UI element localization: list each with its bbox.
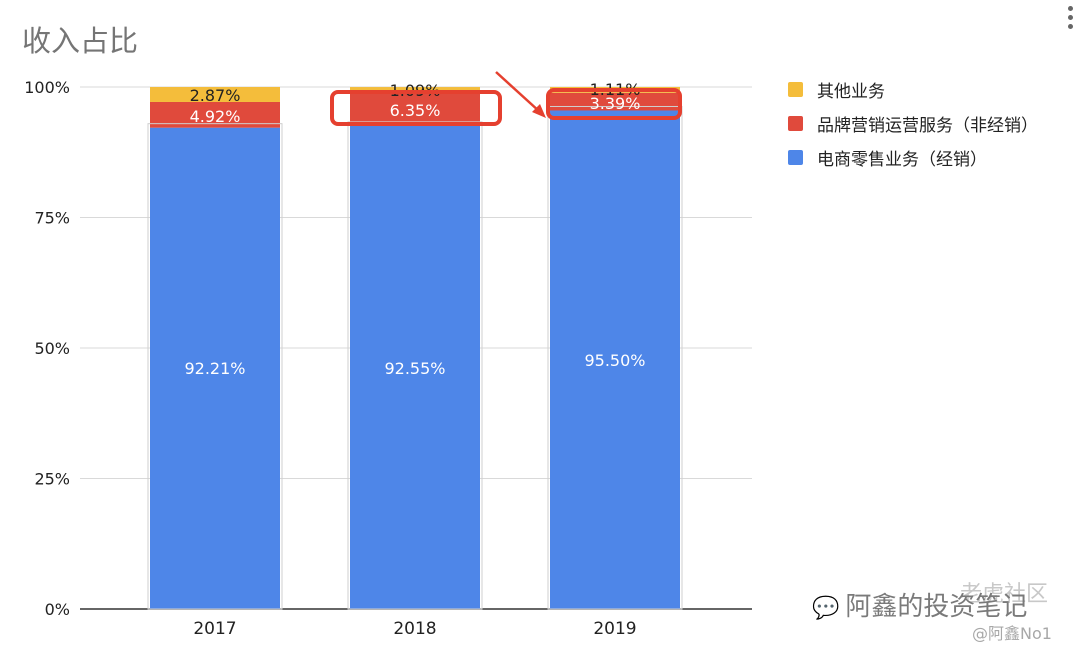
wechat-icon: 💬 bbox=[812, 596, 840, 621]
data-label: 92.21% bbox=[184, 359, 245, 378]
annotation-arrowhead bbox=[532, 104, 546, 118]
watermark: 💬 阿鑫的投资笔记 bbox=[812, 586, 1027, 623]
bar-segment bbox=[350, 92, 480, 126]
legend-item-other[interactable]: 其他业务 bbox=[788, 72, 1038, 106]
data-label: 4.92% bbox=[190, 107, 241, 126]
x-tick-label: 2019 bbox=[593, 619, 636, 639]
data-label: 2.87% bbox=[190, 86, 241, 105]
legend: 其他业务 品牌营销运营服务（非经销） 电商零售业务（经销） bbox=[788, 72, 1038, 174]
bar-segment bbox=[350, 125, 480, 609]
bar-outline bbox=[147, 123, 283, 610]
legend-label-brand-service: 品牌营销运营服务（非经销） bbox=[817, 115, 1038, 136]
data-label: 95.50% bbox=[584, 351, 645, 370]
y-tick-label: 100% bbox=[24, 78, 70, 97]
bar-outline bbox=[547, 105, 683, 610]
legend-swatch-brand-service bbox=[788, 115, 803, 131]
x-tick-label: 2017 bbox=[193, 619, 236, 639]
annotation-arrow bbox=[495, 71, 541, 113]
data-label: 6.35% bbox=[390, 101, 441, 120]
data-label: 92.55% bbox=[384, 359, 445, 378]
legend-label-ecommerce: 电商零售业务（经销） bbox=[817, 149, 987, 170]
data-label: 3.39% bbox=[590, 94, 641, 113]
legend-swatch-ecommerce bbox=[788, 149, 803, 165]
annotation-box-2018 bbox=[330, 90, 502, 126]
watermark-community: 老虎社区 bbox=[960, 582, 1049, 607]
more-options-icon[interactable] bbox=[1068, 6, 1074, 33]
watermark-handle: @阿鑫No1 bbox=[972, 624, 1052, 643]
x-tick-label: 2018 bbox=[393, 619, 436, 639]
y-tick-label: 0% bbox=[45, 600, 70, 619]
legend-label-other: 其他业务 bbox=[817, 81, 885, 102]
bar-segment bbox=[150, 87, 280, 102]
y-tick-label: 75% bbox=[34, 209, 70, 228]
bar-segment bbox=[350, 87, 480, 93]
chart-title: 收入占比 bbox=[22, 24, 139, 58]
legend-item-ecommerce[interactable]: 电商零售业务（经销） bbox=[788, 140, 1038, 174]
bar-outline bbox=[347, 121, 483, 610]
bar-segment bbox=[150, 127, 280, 609]
bar-segment bbox=[550, 110, 680, 610]
legend-item-brand-service[interactable]: 品牌营销运营服务（非经销） bbox=[788, 106, 1038, 140]
y-tick-label: 25% bbox=[34, 470, 70, 489]
legend-swatch-other bbox=[788, 81, 803, 97]
annotation-box-2019 bbox=[546, 88, 682, 120]
watermark-text: 阿鑫的投资笔记 bbox=[845, 592, 1028, 622]
y-tick-label: 50% bbox=[34, 339, 70, 358]
